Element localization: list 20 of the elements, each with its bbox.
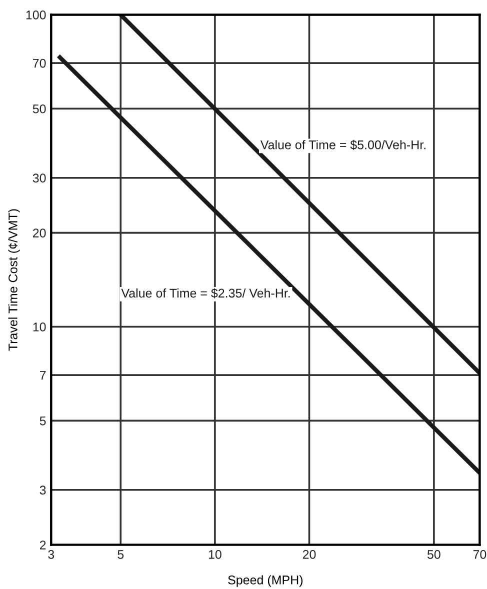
y-tick-label: 30 [32,174,46,183]
x-tick-label: 70 [473,550,486,559]
y-tick-label: 100 [26,10,46,20]
y-tick-label: 7 [40,371,46,380]
y-tick-label: 5 [40,416,46,426]
x-tick-label: 5 [118,550,124,559]
x-tick-label: 20 [302,550,316,559]
y-axis-title: Travel Time Cost (¢/VMT) [8,209,20,351]
series-label: Value of Time = $2.35/ Veh-Hr. [121,288,290,298]
x-tick-label: 10 [208,550,222,559]
series-label: Value of Time = $5.00/Veh-Hr. [260,140,426,150]
x-tick-label: 3 [48,550,54,559]
x-axis-title: Speed (MPH) [228,575,302,587]
y-tick-label: 3 [40,486,46,495]
y-tick-label: 50 [32,104,46,114]
x-tick-label: 50 [427,550,440,559]
y-tick-label: 70 [33,58,46,68]
y-tick-label: 2 [40,540,46,550]
y-tick-label: 10 [33,322,46,332]
y-tick-label: 20 [33,228,46,238]
